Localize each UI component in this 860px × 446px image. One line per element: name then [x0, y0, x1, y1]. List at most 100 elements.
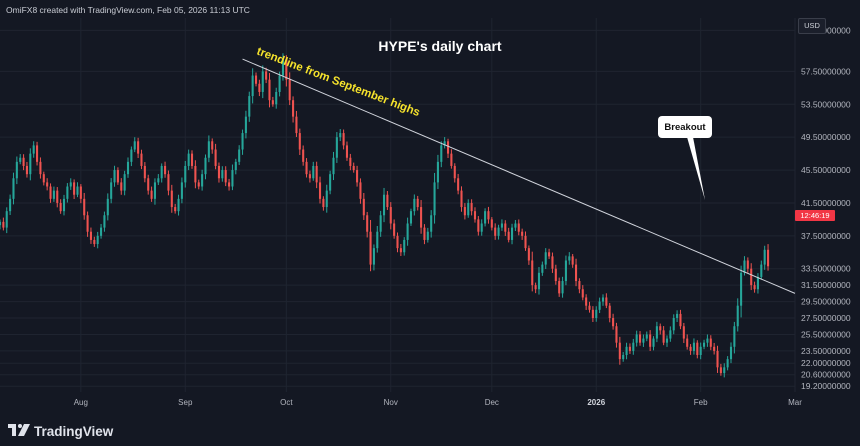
price-tick-label: 23.50000000 [801, 346, 851, 356]
candle-body [389, 207, 392, 224]
candle-body [56, 190, 59, 203]
candle-body [49, 186, 52, 199]
candle-body [248, 96, 251, 117]
candle-body [655, 326, 658, 339]
candle-body [345, 145, 349, 158]
candle-body [760, 264, 763, 277]
candle-body [423, 227, 426, 240]
candle-body [356, 170, 359, 183]
candle-body [177, 198, 180, 212]
currency-button[interactable]: USD [798, 18, 826, 34]
candle-body [271, 100, 274, 105]
candle-body [635, 334, 638, 343]
candle-body [167, 174, 170, 191]
price-tick-label: 31.50000000 [801, 280, 851, 290]
candle-body [325, 190, 328, 208]
time-axis[interactable]: Aug Sep Oct Nov Dec 2026 Feb Mar [74, 398, 802, 407]
tradingview-logo[interactable]: TradingView [8, 423, 113, 439]
candle-body [652, 338, 655, 347]
candle-body [642, 338, 645, 343]
candle-body [214, 149, 217, 166]
current-price-tag: 12:46:19 [795, 210, 835, 221]
candle-body [19, 157, 22, 162]
candle-body [5, 211, 8, 228]
candle-body [339, 133, 342, 138]
price-tick-label: 22.00000000 [801, 358, 851, 368]
candle-body [93, 239, 96, 245]
candle-body [89, 231, 92, 240]
candle-body [669, 330, 672, 339]
candle-body [376, 231, 379, 249]
candle-body [709, 338, 712, 347]
date-tick-label: 2026 [587, 398, 605, 407]
candle-body [588, 305, 591, 310]
logo-text: TradingView [34, 423, 114, 439]
candle-body [500, 223, 503, 228]
candle-body [497, 227, 500, 236]
candle-body [618, 342, 621, 360]
candle-body [554, 268, 557, 282]
candle-body [649, 334, 652, 347]
candle-body [473, 211, 477, 220]
candle-body [450, 153, 453, 166]
candle-body [251, 75, 254, 97]
candle-body [625, 346, 628, 356]
candle-body [190, 153, 194, 166]
grid-lines [0, 18, 796, 392]
candle-body [308, 174, 311, 179]
candle-body [696, 342, 699, 356]
candle-body [137, 141, 140, 154]
candle-body [430, 215, 433, 232]
candle-body [123, 174, 126, 191]
candle-body [265, 71, 268, 80]
candle-body [689, 346, 692, 351]
date-tick-label: Aug [74, 398, 88, 407]
candle-body [231, 170, 234, 187]
candle-body [551, 256, 554, 269]
candle-body [703, 342, 706, 347]
candle-body [608, 305, 611, 319]
candle-body [312, 165, 315, 179]
candle-body [537, 272, 541, 290]
candle-body [180, 182, 183, 199]
candle-body [433, 182, 436, 216]
candle-body [372, 248, 375, 265]
candle-body [298, 133, 301, 150]
candle-body [457, 178, 460, 191]
candle-body [244, 116, 247, 134]
candle-body [254, 75, 258, 84]
candle-body [736, 305, 739, 327]
candle-body [62, 198, 66, 212]
attribution-text: OmiFX8 created with TradingView.com, Feb… [6, 5, 250, 15]
candle-body [679, 313, 682, 327]
candle-body [558, 281, 561, 294]
candle-body [477, 219, 480, 232]
candle-body [76, 186, 79, 195]
candle-body [446, 141, 450, 154]
candle-body [767, 249, 770, 267]
trendline [242, 58, 796, 294]
candle-body [723, 367, 726, 374]
candle-body [510, 227, 514, 240]
price-tick-label: 49.50000000 [801, 132, 851, 142]
candle-body [25, 165, 28, 175]
candle-body [238, 149, 241, 162]
candle-body [740, 272, 743, 306]
candle-body [719, 367, 722, 374]
price-tick-label: 20.60000000 [801, 370, 851, 380]
candle-body [504, 223, 507, 232]
candle-body [292, 100, 295, 117]
candle-body [366, 215, 369, 232]
candle-body [42, 174, 45, 183]
candle-body [342, 133, 345, 146]
candle-body [750, 268, 753, 286]
candle-body [261, 71, 264, 92]
candle-body [521, 231, 524, 236]
candle-body [601, 297, 605, 302]
price-tick-label: 37.50000000 [801, 231, 851, 241]
candle-body [420, 207, 423, 228]
candle-body [305, 161, 308, 175]
candle-body [187, 153, 190, 166]
